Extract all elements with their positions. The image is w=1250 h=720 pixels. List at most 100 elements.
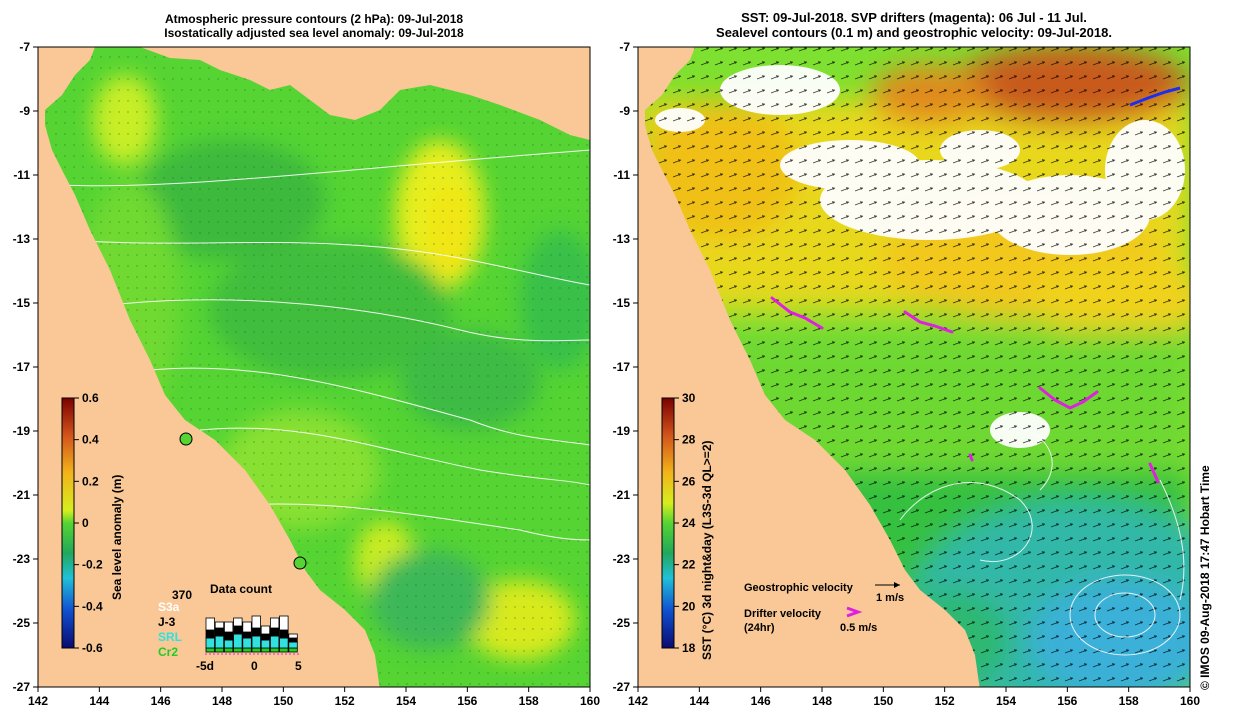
hist-bar	[260, 639, 271, 649]
hist-tick-neg5: -5d	[196, 659, 214, 673]
hist-bar	[214, 647, 225, 653]
hist-bar	[233, 625, 243, 635]
hist-bar	[233, 633, 243, 649]
data-count-histogram	[205, 615, 300, 655]
right-lat-tick: -25	[613, 616, 631, 630]
right-colorbar	[661, 397, 675, 649]
left-colorbar	[61, 397, 75, 649]
right-cb-tick: 24	[682, 516, 696, 530]
hist-bar	[214, 627, 225, 637]
right-lat-tick: -13	[613, 232, 631, 246]
hist-bar	[205, 637, 215, 649]
hist-bar	[242, 631, 252, 639]
left-lat-tick: -21	[13, 488, 31, 502]
right-map-title: SST: 09-Jul-2018. SVP drifters (magenta)…	[638, 10, 1190, 40]
right-cb-tick: 26	[682, 474, 696, 488]
left-lon-tick: 160	[580, 694, 600, 708]
left-cb-tick: 0.2	[82, 474, 99, 488]
right-lon-tick: 154	[996, 694, 1016, 708]
left-lon-tick: 158	[519, 694, 539, 708]
left-lat-tick: -13	[13, 232, 31, 246]
hist-bar	[288, 641, 298, 649]
right-lat-tick: -19	[613, 424, 631, 438]
left-lat-tick: -9	[19, 104, 30, 118]
hist-bar	[251, 627, 261, 637]
hist-bar	[260, 633, 271, 641]
left-lon-tick: 152	[335, 694, 355, 708]
left-lon-tick: 154	[396, 694, 416, 708]
credit-text: © IMOS 09-Aug-2018 17:47 Hobart Time	[1198, 465, 1212, 690]
hist-bar	[260, 625, 271, 635]
right-colorbar-ticks: 30 28 26 24 22 20 18	[674, 391, 696, 655]
hist-bar	[251, 615, 261, 629]
left-pressure-contours	[59, 149, 590, 541]
source-s3a: S3a	[158, 600, 180, 614]
hist-bar	[288, 637, 298, 643]
hist-bar	[251, 647, 261, 653]
left-lon-tick: 146	[151, 694, 171, 708]
drifter-track-north	[1129, 86, 1181, 107]
drifter-sub: (24hr)	[744, 622, 775, 634]
left-lon-tick: 148	[212, 694, 232, 708]
data-count-title: Data count	[210, 582, 273, 596]
hist-bar	[223, 647, 234, 653]
left-lat-tick: -19	[13, 424, 31, 438]
right-lon-tick: 142	[628, 694, 648, 708]
right-lon-tick: 156	[1057, 694, 1077, 708]
left-title-line-1: Atmospheric pressure contours (2 hPa): 0…	[164, 12, 464, 26]
left-lon-axis: 142 144 146 148 150 152 154 156 158 160	[28, 687, 600, 708]
left-lat-tick: -15	[13, 296, 31, 310]
left-png-land	[140, 47, 590, 140]
hist-bar	[233, 647, 243, 653]
left-lon-tick: 144	[89, 694, 109, 708]
hist-bar	[270, 617, 280, 629]
hist-bar	[242, 621, 252, 633]
hist-bar	[214, 635, 225, 649]
right-cb-tick: 30	[682, 391, 696, 405]
left-sea-level-map: -7-9-11-13-15-17-19-21-23-25-27 142 144 14…	[13, 40, 601, 708]
right-lat-tick: -17	[613, 360, 631, 374]
drifter-tracks	[770, 296, 1160, 484]
left-cb-tick: 0	[82, 516, 89, 530]
hist-bar	[205, 629, 215, 639]
hist-bar	[288, 633, 298, 639]
left-lat-tick: -25	[13, 616, 31, 630]
left-cb-tick: -0.2	[82, 558, 103, 572]
left-cb-tick: 0.4	[82, 433, 99, 447]
hist-bar	[242, 647, 252, 653]
right-lon-tick: 148	[812, 694, 832, 708]
left-lat-tick: -11	[13, 168, 30, 182]
right-colorbar-label: SST (°C) 3d night&day (L3S-3d QL>=2)	[700, 440, 714, 661]
right-lon-tick: 144	[689, 694, 709, 708]
left-colorbar-label: Sea level anomaly (m)	[110, 474, 124, 600]
right-sealevel-contours	[899, 428, 1185, 656]
hist-bar	[279, 637, 289, 649]
source-srl: SRL	[158, 630, 182, 644]
right-lat-axis: -7 -9 -11 -13 -15 -17 -19 -21 -23 -25 -27	[613, 40, 638, 694]
data-count-total: 370	[172, 588, 193, 602]
hist-bar	[214, 621, 225, 629]
hist-bar	[270, 647, 280, 653]
right-cb-tick: 18	[682, 641, 696, 655]
hist-bar	[260, 647, 271, 653]
source-j3: J-3	[158, 615, 176, 629]
right-cb-tick: 28	[682, 433, 696, 447]
hist-bar	[288, 647, 298, 653]
left-island	[480, 60, 590, 95]
hist-bar	[270, 635, 280, 649]
geostrophic-scale: 1 m/s	[876, 592, 905, 604]
hist-bar	[242, 637, 252, 649]
hist-bar	[205, 647, 215, 653]
geostrophic-label: Geostrophic velocity	[744, 582, 853, 594]
left-cb-tick: 0.6	[82, 391, 99, 405]
left-lat-axis: -7 -9 -11 -13 -15 -17 -19 -21 -23 -25 -27	[13, 40, 38, 694]
right-australia-land	[638, 47, 980, 687]
right-lon-tick: 152	[935, 694, 955, 708]
right-lon-tick: 160	[1180, 694, 1200, 708]
left-lon-tick: 142	[28, 694, 48, 708]
hist-bar	[233, 617, 243, 627]
right-lon-axis: 142 144 146 148 150 152 154 156 158 160	[628, 687, 1200, 708]
hist-bar	[223, 631, 234, 641]
right-title-line-2: Sealevel contours (0.1 m) and geostrophi…	[716, 25, 1112, 40]
hist-tick-0: 0	[251, 659, 258, 673]
